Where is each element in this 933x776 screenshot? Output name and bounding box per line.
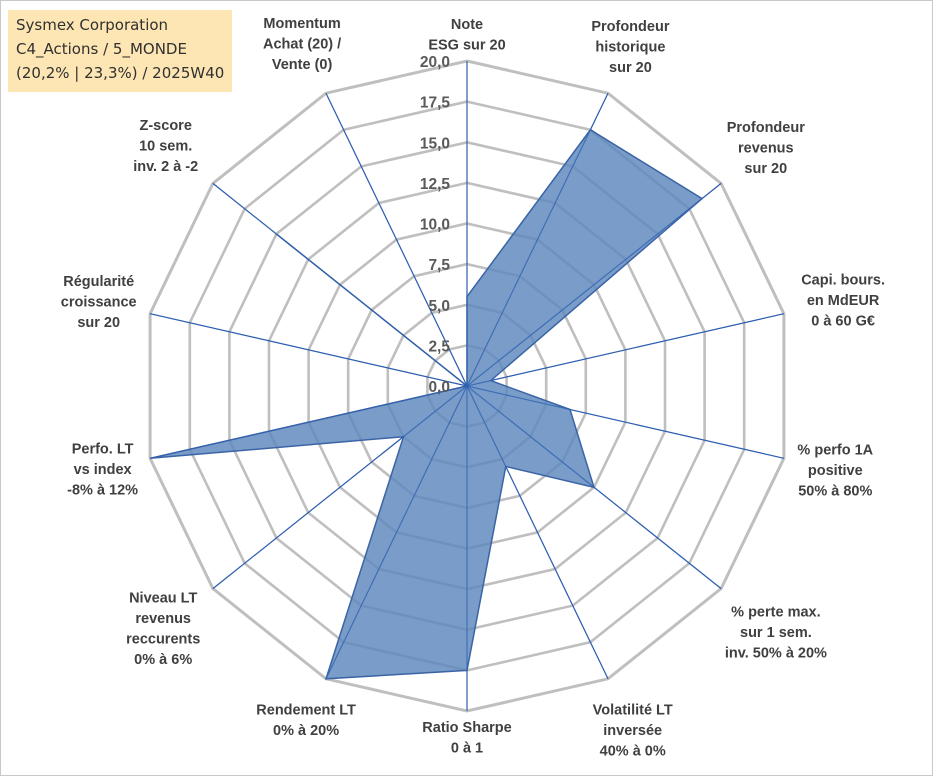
axis-label-line: Momentum bbox=[263, 16, 340, 32]
axis-label: Z-score 10 sem. inv. 2 à -2 bbox=[133, 118, 198, 175]
tick-label: 20,0 bbox=[420, 54, 450, 71]
axis-spoke-overlay bbox=[325, 385, 468, 680]
axis-label: Perfo. LT vs index -8% à 12% bbox=[67, 441, 138, 498]
axis-spoke-overlay bbox=[466, 385, 609, 680]
axis-label-line: 0 à 1 bbox=[451, 741, 483, 757]
axis-label-line: sur 20 bbox=[744, 161, 787, 177]
axis-label-line: Volatilité LT bbox=[593, 702, 673, 718]
axis-spoke-overlay bbox=[466, 385, 785, 459]
axis-spoke-overlay bbox=[149, 385, 468, 459]
axis-label-line: positive bbox=[808, 463, 863, 479]
data-area-group bbox=[149, 61, 785, 711]
axis-label: % perfo 1A positive 50% à 80% bbox=[797, 442, 873, 499]
axis-label: Momentum Achat (20) / Vente (0) bbox=[263, 16, 341, 73]
data-area bbox=[149, 128, 704, 680]
axis-label-line: inv. 2 à -2 bbox=[133, 159, 198, 175]
axis-label-line: Note bbox=[451, 17, 483, 33]
axis-label: Niveau LT revenus reccurents 0% à 6% bbox=[126, 590, 200, 668]
axis-spoke-overlay bbox=[212, 385, 468, 589]
axis-label-line: revenus bbox=[738, 140, 794, 156]
axis-label: Note ESG sur 20 bbox=[428, 17, 505, 54]
axis-label-line: inversée bbox=[603, 723, 662, 739]
axis-spoke-overlay bbox=[466, 183, 722, 387]
axis-label-line: Ratio Sharpe bbox=[422, 720, 511, 736]
tick-label: 2,5 bbox=[428, 338, 450, 355]
axis-label: Rendement LT 0% à 20% bbox=[256, 703, 356, 740]
axis-label-line: croissance bbox=[61, 295, 137, 311]
title-line-category: C4_Actions / 5_MONDE bbox=[16, 40, 187, 58]
axis-label-line: Rendement LT bbox=[256, 703, 356, 719]
axis-label-line: 0% à 6% bbox=[134, 652, 192, 668]
tick-label: 0,0 bbox=[428, 379, 450, 396]
axis-label-line: -8% à 12% bbox=[67, 482, 138, 498]
axis-label-line: 0% à 20% bbox=[273, 723, 339, 739]
axis-label: Profondeur revenus sur 20 bbox=[727, 120, 805, 177]
title-line-stats: (20,2% | 23,3%) / 2025W40 bbox=[16, 64, 225, 82]
tick-label: 12,5 bbox=[420, 176, 451, 193]
axis-label-line: 10 sem. bbox=[139, 138, 192, 154]
axis-label-line: en MdEUR bbox=[807, 293, 880, 309]
axis-label-line: Profondeur bbox=[727, 120, 805, 136]
axis-label: Capi. bours. en MdEUR 0 à 60 G€ bbox=[801, 272, 885, 329]
axis-spoke-overlay bbox=[325, 92, 468, 387]
chart-title-box: Sysmex Corporation C4_Actions / 5_MONDE … bbox=[8, 10, 232, 92]
axis-spoke-overlay bbox=[212, 183, 468, 387]
tick-label: 7,5 bbox=[428, 257, 450, 274]
tick-label: 5,0 bbox=[428, 298, 450, 315]
axis-label: Ratio Sharpe 0 à 1 bbox=[422, 720, 511, 757]
axis-spoke-overlay bbox=[466, 313, 785, 387]
axis-label-line: Capi. bours. bbox=[801, 272, 885, 288]
axis-label: % perte max. sur 1 sem. inv. 50% à 20% bbox=[725, 605, 827, 662]
axis-label-line: % perfo 1A bbox=[797, 442, 873, 458]
tick-label: 17,5 bbox=[420, 95, 451, 112]
axis-spoke-overlay bbox=[466, 92, 609, 387]
axis-label-line: historique bbox=[595, 40, 665, 56]
axis-labels: Note ESG sur 20 Profondeur historique sur 20… bbox=[61, 16, 885, 759]
axis-label-line: sur 20 bbox=[609, 60, 652, 76]
axis-label-line: inv. 50% à 20% bbox=[725, 646, 827, 662]
tick-label: 10,0 bbox=[420, 217, 450, 234]
axis-label-line: 0 à 60 G€ bbox=[811, 313, 875, 329]
axis-label: Régularité croissance sur 20 bbox=[61, 274, 137, 331]
axis-label-line: 50% à 80% bbox=[798, 483, 872, 499]
axis-label-line: Vente (0) bbox=[272, 57, 333, 73]
tick-label: 15,0 bbox=[420, 135, 450, 152]
axis-label-line: sur 1 sem. bbox=[740, 625, 812, 641]
axis-label-line: reccurents bbox=[126, 631, 200, 647]
axis-label: Profondeur historique sur 20 bbox=[591, 19, 669, 76]
axis-label-line: Profondeur bbox=[591, 19, 669, 35]
title-line-company: Sysmex Corporation bbox=[16, 16, 169, 34]
axis-label-line: Niveau LT bbox=[129, 590, 197, 606]
axis-label-line: Z-score bbox=[140, 118, 192, 134]
axis-label-line: 40% à 0% bbox=[600, 743, 666, 759]
radial-tick-labels: 0,0 2,5 5,0 7,5 10,0 12,5 15,0 17,5 20,0 bbox=[420, 54, 451, 396]
axis-label-line: Régularité bbox=[63, 274, 134, 290]
axis-label-line: sur 20 bbox=[77, 315, 120, 331]
axis-label: Volatilité LT inversée 40% à 0% bbox=[593, 702, 673, 759]
axis-spoke-overlay bbox=[149, 313, 468, 387]
axis-label-line: revenus bbox=[135, 611, 191, 627]
axis-label-line: vs index bbox=[74, 462, 132, 478]
axis-label-line: ESG sur 20 bbox=[428, 38, 505, 54]
axis-label-line: Achat (20) / bbox=[263, 36, 341, 52]
axis-spoke-overlay bbox=[466, 385, 722, 589]
axis-label-line: % perte max. bbox=[731, 605, 820, 621]
axis-label-line: Perfo. LT bbox=[72, 441, 134, 457]
